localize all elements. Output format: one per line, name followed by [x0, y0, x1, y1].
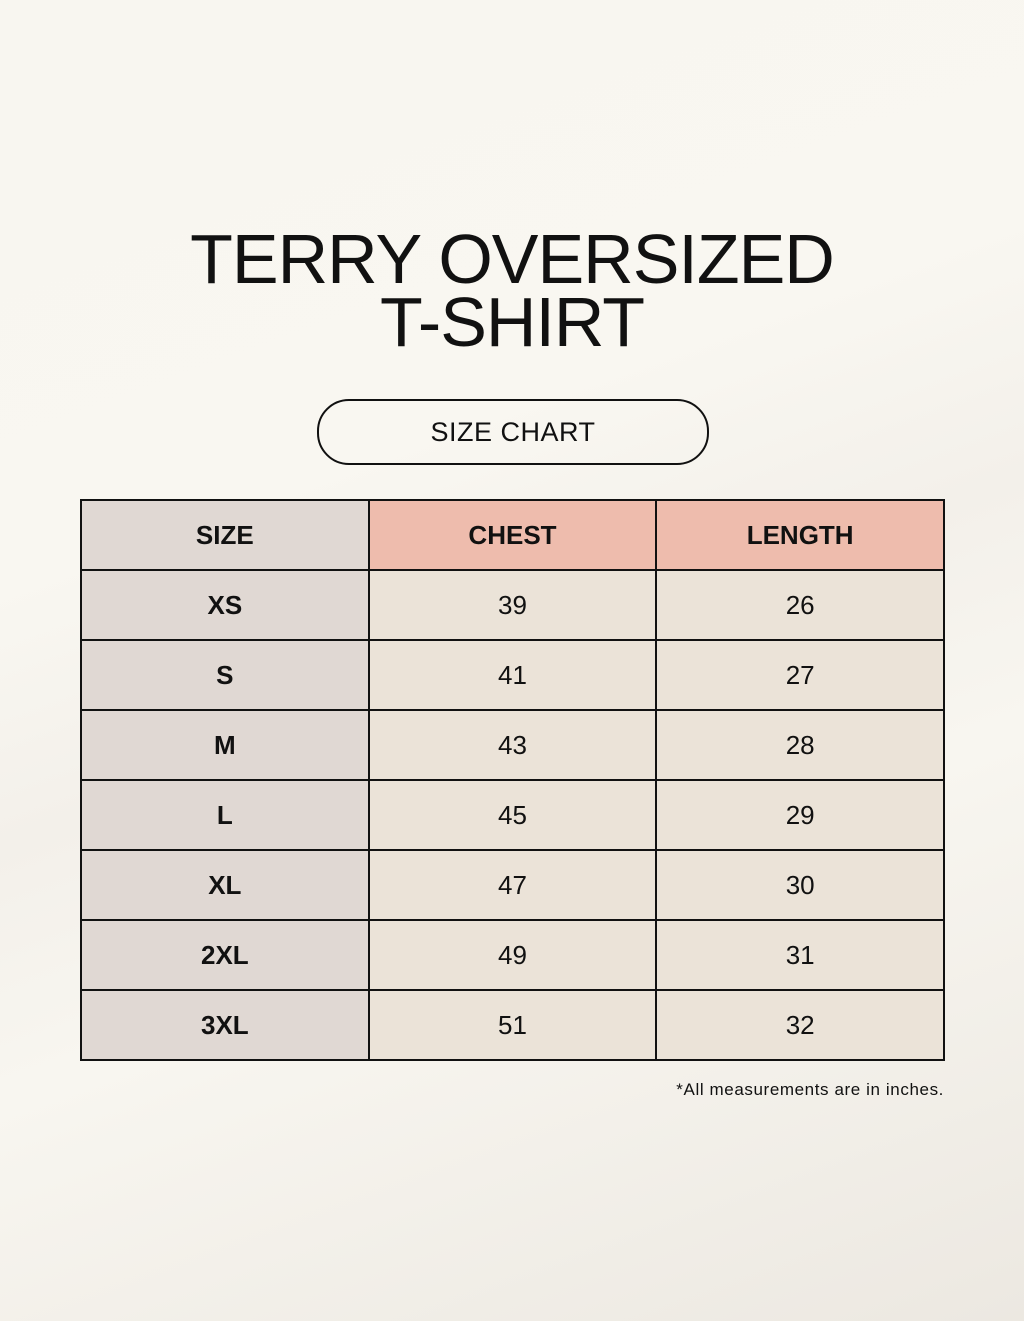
size-chart-label-text: SIZE CHART	[430, 416, 596, 447]
table-row: XL 47 30	[80, 849, 945, 921]
header-length: LENGTH	[655, 499, 945, 571]
header-size: SIZE	[80, 499, 370, 571]
cell-chest: 47	[367, 849, 658, 921]
cell-chest: 45	[367, 779, 658, 851]
cell-length: 26	[655, 569, 945, 641]
cell-chest: 49	[367, 919, 658, 991]
cell-length: 31	[655, 919, 945, 991]
table-row: L 45 29	[80, 779, 945, 851]
cell-length: 29	[655, 779, 945, 851]
cell-size: L	[80, 779, 370, 851]
cell-chest: 43	[367, 709, 658, 781]
table-row: S 41 27	[80, 639, 945, 711]
header-row: SIZE CHEST LENGTH	[80, 499, 945, 571]
cell-size: S	[80, 639, 370, 711]
title-line-2: T-SHIRT	[380, 283, 645, 361]
cell-size: 2XL	[80, 919, 370, 991]
table-row: XS 39 26	[80, 569, 945, 641]
cell-length: 32	[655, 989, 945, 1061]
cell-length: 28	[655, 709, 945, 781]
title-line-1: TERRY OVERSIZED	[190, 220, 835, 298]
cell-chest: 39	[367, 569, 658, 641]
cell-size: M	[80, 709, 370, 781]
size-table: SIZE CHEST LENGTH XS 39 26 S 41 27 M 43 28 L 45 29 X…	[80, 499, 945, 1061]
cell-length: 30	[655, 849, 945, 921]
size-chart-label: SIZE CHART	[317, 399, 709, 465]
page-title: TERRY OVERSIZED T-SHIRT	[0, 220, 1024, 361]
cell-size: 3XL	[80, 989, 370, 1061]
table-row: 3XL 51 32	[80, 989, 945, 1061]
cell-chest: 51	[367, 989, 658, 1061]
table-row: 2XL 49 31	[80, 919, 945, 991]
cell-chest: 41	[367, 639, 658, 711]
cell-length: 27	[655, 639, 945, 711]
table-row: M 43 28	[80, 709, 945, 781]
cell-size: XS	[80, 569, 370, 641]
cell-size: XL	[80, 849, 370, 921]
measurement-note: *All measurements are in inches.	[676, 1080, 944, 1099]
header-chest: CHEST	[367, 499, 658, 571]
